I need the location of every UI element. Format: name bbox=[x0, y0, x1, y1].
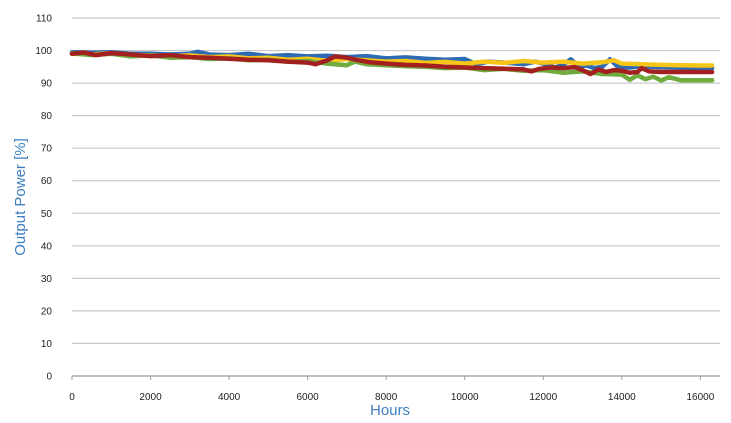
series-line-4 bbox=[69, 50, 715, 77]
x-tick-label: 2000 bbox=[139, 392, 162, 403]
y-axis-title: Output Power [%] bbox=[12, 138, 29, 256]
x-tick-label: 4000 bbox=[218, 392, 241, 403]
y-tick-label: 80 bbox=[41, 111, 53, 122]
x-axis-title: Hours bbox=[370, 402, 410, 419]
series-layer bbox=[69, 49, 715, 83]
y-tick-label: 0 bbox=[46, 372, 52, 383]
y-tick-label: 50 bbox=[41, 209, 53, 220]
x-tick-label: 6000 bbox=[297, 392, 320, 403]
x-tick-label: 16000 bbox=[686, 392, 714, 403]
grid-layer bbox=[72, 17, 720, 345]
tick-label-layer: 0 10 20 30 40 50 60 70 80 90 100 110 0 2000 4000 6000 80… bbox=[35, 14, 714, 404]
x-tick-label: 12000 bbox=[529, 392, 557, 403]
axis-layer bbox=[71, 375, 720, 380]
x-tick-label: 14000 bbox=[608, 392, 636, 403]
y-tick-label: 40 bbox=[41, 241, 53, 252]
y-tick-label: 90 bbox=[41, 79, 53, 90]
x-tick-label: 10000 bbox=[451, 392, 479, 403]
y-tick-label: 60 bbox=[41, 176, 53, 187]
y-tick-label: 10 bbox=[41, 339, 53, 350]
y-tick-label: 20 bbox=[41, 306, 53, 317]
y-tick-label: 110 bbox=[36, 14, 52, 25]
y-tick-label: 70 bbox=[41, 144, 53, 155]
y-tick-label: 100 bbox=[35, 46, 52, 57]
x-tick-label: 0 bbox=[69, 392, 75, 403]
y-tick-label: 30 bbox=[41, 274, 53, 285]
x-tick-label: 8000 bbox=[375, 392, 398, 403]
